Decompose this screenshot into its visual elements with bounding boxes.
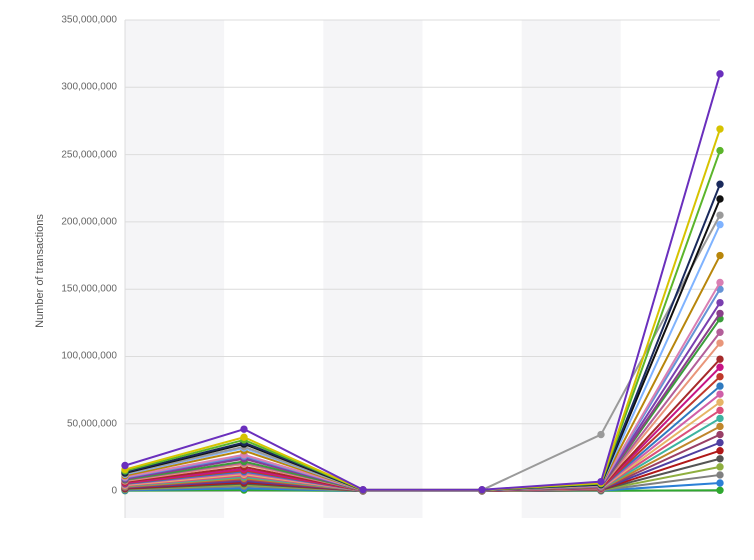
y-tick-label: 150,000,000 bbox=[0, 284, 117, 295]
y-tick-label: 200,000,000 bbox=[0, 216, 117, 227]
y-tick-label: 250,000,000 bbox=[0, 149, 117, 160]
y-tick-label: 350,000,000 bbox=[0, 15, 117, 26]
y-tick-label: 300,000,000 bbox=[0, 82, 117, 93]
line-chart: Number of transactions 050,000,000100,00… bbox=[0, 0, 754, 560]
y-tick-label: 0 bbox=[0, 486, 117, 497]
y-tick-label: 50,000,000 bbox=[0, 418, 117, 429]
y-tick-label: 100,000,000 bbox=[0, 351, 117, 362]
